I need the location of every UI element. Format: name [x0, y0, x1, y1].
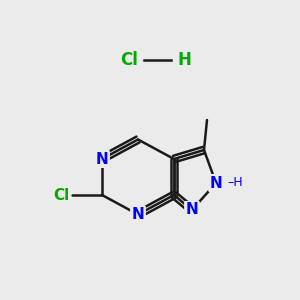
Text: N: N — [210, 176, 222, 190]
Text: N: N — [132, 207, 144, 222]
Text: Cl: Cl — [120, 51, 138, 69]
Text: H: H — [178, 51, 191, 69]
Text: N: N — [186, 202, 198, 217]
Text: –H: –H — [228, 176, 243, 190]
Text: N: N — [96, 152, 108, 166]
Text: Cl: Cl — [53, 188, 70, 202]
